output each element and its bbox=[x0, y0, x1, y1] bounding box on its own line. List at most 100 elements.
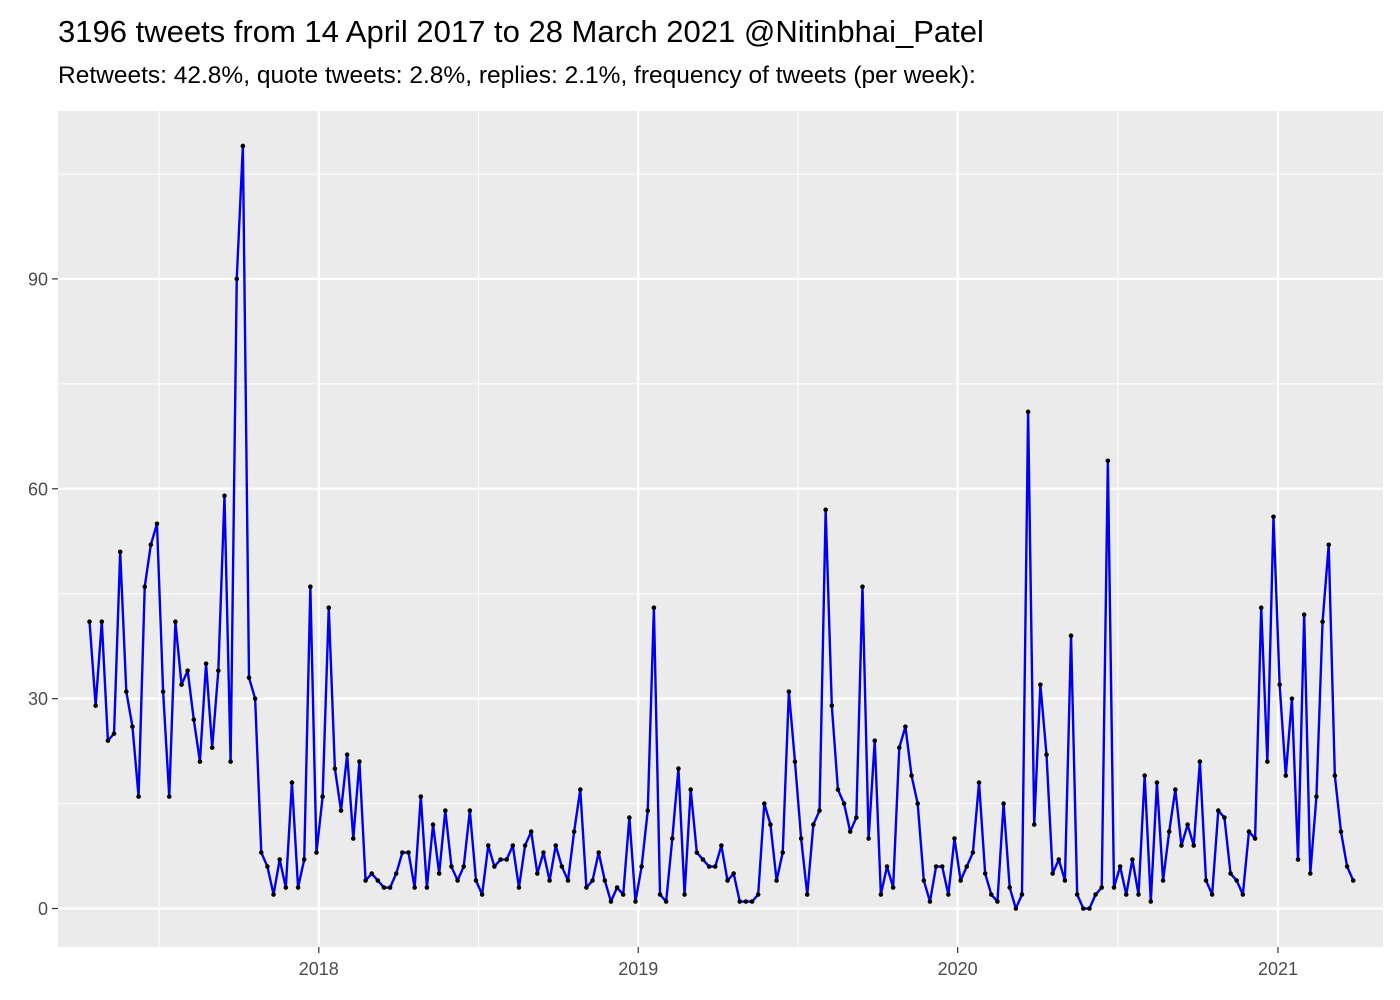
data-point bbox=[1222, 815, 1227, 820]
data-point bbox=[473, 878, 479, 883]
data-point bbox=[1013, 906, 1019, 911]
data-point bbox=[804, 892, 810, 897]
data-point bbox=[492, 864, 497, 869]
data-point bbox=[866, 836, 871, 841]
data-point bbox=[682, 892, 687, 897]
data-point bbox=[436, 871, 442, 876]
plot-panel bbox=[58, 111, 1383, 947]
data-point bbox=[590, 878, 595, 883]
data-point bbox=[909, 773, 914, 778]
data-point bbox=[338, 808, 344, 813]
data-point bbox=[142, 584, 148, 590]
data-point bbox=[688, 787, 693, 792]
data-point bbox=[1301, 612, 1307, 617]
data-point bbox=[289, 780, 295, 785]
data-point bbox=[393, 871, 399, 876]
data-point bbox=[1056, 857, 1062, 862]
data-point bbox=[510, 843, 516, 848]
data-point bbox=[535, 871, 540, 876]
data-point bbox=[921, 878, 927, 883]
data-point bbox=[191, 717, 197, 722]
data-point bbox=[608, 899, 614, 904]
data-point bbox=[768, 822, 773, 827]
data-point bbox=[136, 794, 141, 799]
data-point bbox=[854, 815, 859, 820]
data-point bbox=[216, 668, 221, 673]
data-point bbox=[823, 507, 828, 513]
data-point bbox=[1215, 808, 1221, 813]
data-point bbox=[1234, 878, 1239, 883]
data-point bbox=[798, 836, 804, 841]
data-point bbox=[430, 822, 436, 827]
data-point bbox=[528, 829, 534, 834]
data-point bbox=[847, 829, 853, 834]
data-point bbox=[1209, 892, 1215, 897]
data-point bbox=[663, 899, 669, 904]
data-point bbox=[1265, 759, 1270, 764]
data-point bbox=[835, 787, 841, 792]
data-point bbox=[1228, 871, 1233, 876]
data-point bbox=[1087, 906, 1092, 911]
data-point bbox=[332, 766, 338, 771]
data-point bbox=[1283, 773, 1289, 778]
data-point bbox=[179, 682, 184, 687]
data-point bbox=[400, 850, 405, 855]
data-point bbox=[1148, 899, 1154, 904]
data-point bbox=[602, 878, 608, 883]
data-point bbox=[780, 850, 786, 855]
data-point bbox=[584, 885, 589, 890]
data-point bbox=[258, 850, 264, 855]
data-point bbox=[1240, 892, 1246, 897]
data-point bbox=[565, 878, 571, 883]
data-point bbox=[596, 850, 601, 855]
data-point bbox=[676, 766, 681, 771]
data-point bbox=[1160, 878, 1166, 883]
data-point bbox=[547, 878, 552, 883]
y-tick-label: 30 bbox=[28, 689, 48, 709]
data-point bbox=[1019, 892, 1025, 897]
data-point bbox=[1105, 458, 1111, 464]
data-point bbox=[896, 745, 902, 750]
data-point bbox=[817, 808, 822, 813]
data-point bbox=[449, 864, 454, 869]
data-point bbox=[148, 542, 154, 548]
data-point bbox=[1344, 864, 1350, 869]
data-point bbox=[222, 493, 227, 499]
data-point bbox=[1050, 871, 1055, 876]
data-point bbox=[185, 668, 190, 673]
data-point bbox=[841, 801, 847, 806]
y-tick-label: 0 bbox=[38, 899, 48, 919]
data-point bbox=[1136, 892, 1141, 897]
data-point bbox=[995, 899, 1000, 904]
data-point bbox=[99, 619, 105, 624]
data-point bbox=[516, 885, 522, 890]
data-point bbox=[252, 696, 258, 701]
data-point bbox=[1142, 773, 1147, 778]
data-point bbox=[1320, 619, 1325, 624]
data-point bbox=[755, 892, 761, 897]
data-point bbox=[455, 878, 460, 883]
data-point bbox=[541, 850, 546, 855]
data-point bbox=[1314, 794, 1319, 799]
data-point bbox=[1308, 871, 1313, 876]
data-point bbox=[1130, 857, 1135, 862]
data-point bbox=[1332, 773, 1338, 778]
data-point bbox=[375, 878, 381, 883]
data-point bbox=[314, 850, 319, 855]
data-point bbox=[933, 864, 939, 869]
data-point bbox=[443, 808, 448, 813]
data-point bbox=[1062, 878, 1068, 883]
data-point bbox=[1093, 892, 1098, 897]
data-point bbox=[633, 899, 638, 904]
data-point bbox=[363, 878, 368, 883]
data-point bbox=[651, 605, 657, 610]
data-point bbox=[387, 885, 393, 890]
data-point bbox=[872, 738, 878, 743]
data-point bbox=[240, 143, 246, 149]
x-tick-label: 2021 bbox=[1258, 959, 1298, 979]
data-point bbox=[105, 738, 111, 743]
data-point bbox=[326, 605, 332, 610]
data-point bbox=[571, 829, 577, 834]
data-point bbox=[197, 759, 203, 764]
